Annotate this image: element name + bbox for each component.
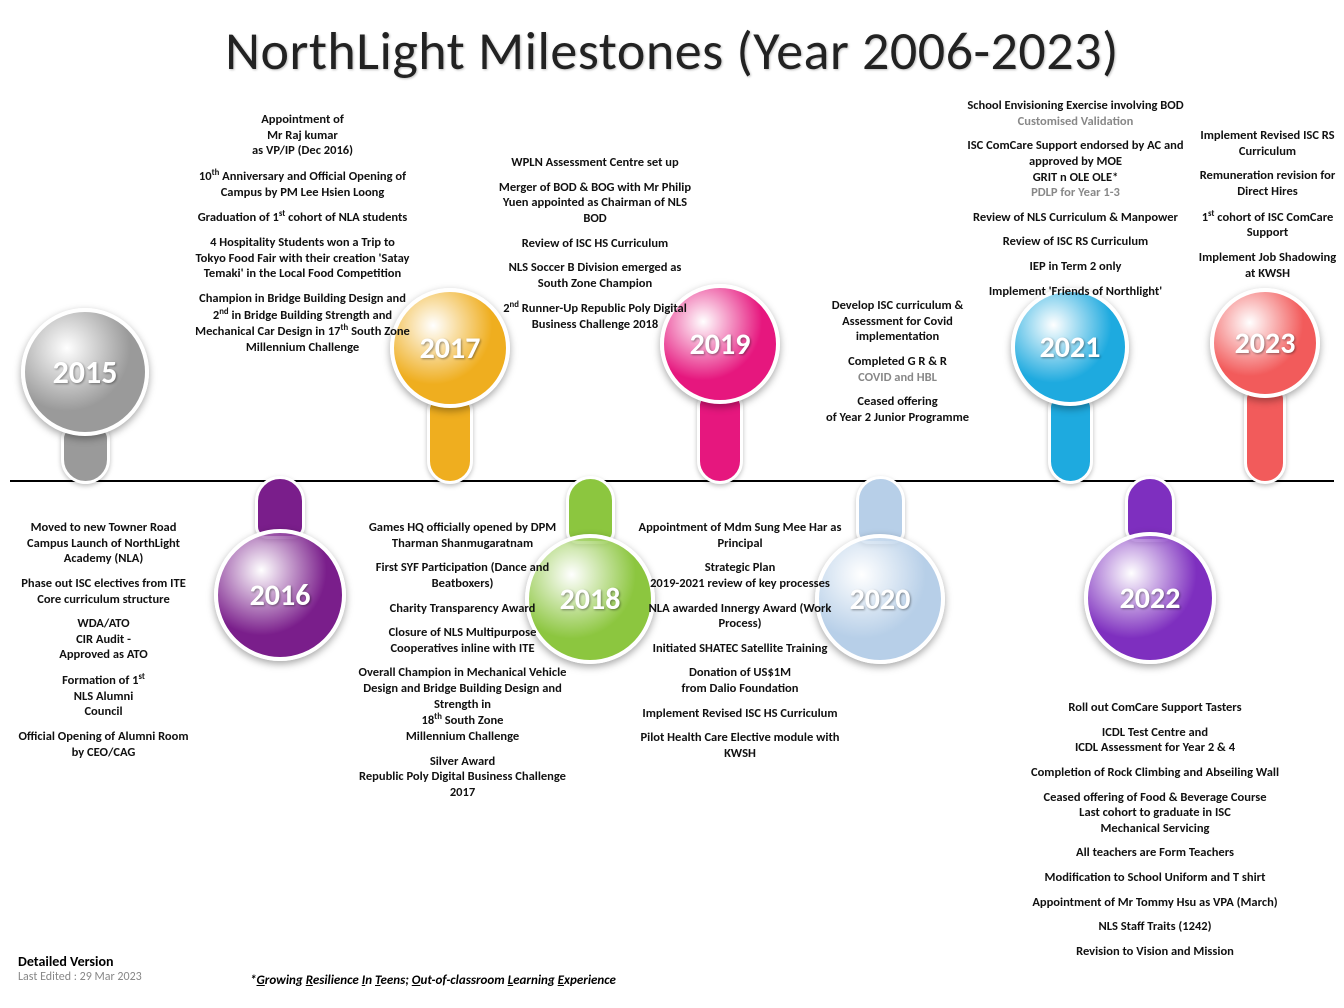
pin-neck <box>427 398 473 484</box>
milestone-item: Ceased offering of Food & Beverage Cours… <box>990 790 1320 837</box>
milestone-item: Roll out ComCare Support Tasters <box>990 700 1320 716</box>
milestone-item: 1st cohort of ISC ComCare Support <box>1195 209 1340 241</box>
footer-last-edited: Last Edited : 29 Mar 2023 <box>18 970 142 984</box>
milestone-item: Charity Transparency Award <box>355 601 570 617</box>
milestone-item: Remuneration revision for Direct Hires <box>1195 168 1340 199</box>
pin-neck <box>1048 396 1093 484</box>
milestone-item: Review of ISC HS Curriculum <box>495 236 695 252</box>
milestone-item: Appointment of Mdm Sung Mee Har as Princ… <box>635 520 845 551</box>
year-label: 2015 <box>53 353 118 392</box>
year-pin-2022: 2022 <box>1084 532 1216 664</box>
milestone-item: Champion in Bridge Building Design and 2… <box>195 291 410 356</box>
milestone-item: Games HQ officially opened by DPM Tharma… <box>355 520 570 551</box>
milestone-block-b2019_below: Appointment of Mdm Sung Mee Har as Princ… <box>635 520 845 771</box>
milestone-item: Implement Job Shadowing at KWSH <box>1195 250 1340 281</box>
milestone-item: Review of NLS Curriculum & Manpower <box>958 210 1193 226</box>
year-label: 2019 <box>690 326 751 363</box>
milestone-item: NLS Staff Traits (1242) <box>990 919 1320 935</box>
milestone-item: All teachers are Form Teachers <box>990 845 1320 861</box>
pin-neck <box>697 394 743 484</box>
milestone-item: WPLN Assessment Centre set up <box>495 155 695 171</box>
milestone-item: Formation of 1stNLS AlumniCouncil <box>16 672 191 720</box>
milestone-item: Completed G R & RCOVID and HBL <box>800 354 995 385</box>
milestone-item: Silver AwardRepublic Poly Digital Busine… <box>355 754 570 801</box>
year-pin-2023: 2023 <box>1210 288 1320 398</box>
milestone-item: Overall Champion in Mechanical Vehicle D… <box>355 665 570 744</box>
milestone-block-b2022_below: Roll out ComCare Support Tasters ICDL Tes… <box>990 700 1320 969</box>
year-label: 2020 <box>850 581 911 618</box>
year-label: 2022 <box>1120 580 1181 617</box>
milestone-item: School Envisioning Exercise involving BO… <box>958 98 1193 129</box>
milestone-item: Graduation of 1st cohort of NLA students <box>195 209 410 226</box>
year-label: 2023 <box>1235 325 1296 362</box>
milestone-item: Implement 'Friends of Northlight' <box>958 284 1193 300</box>
milestone-item: Pilot Health Care Elective module with K… <box>635 730 845 761</box>
milestone-item: Official Opening of Alumni Room by CEO/C… <box>16 729 191 760</box>
milestone-item: ICDL Test Centre andICDL Assessment for … <box>990 725 1320 756</box>
milestone-block-b2015_below: Moved to new Towner Road Campus Launch o… <box>16 520 191 769</box>
milestone-item: NLA awarded Innergy Award (Work Process) <box>635 601 845 632</box>
milestone-item: IEP in Term 2 only <box>958 259 1193 275</box>
milestone-block-b2023_above: Implement Revised ISC RS Curriculum Remun… <box>1195 128 1340 290</box>
milestone-item: Strategic Plan2019-2021 review of key pr… <box>635 560 845 591</box>
footer-note: *Growing Resilience In Teens; Out-of-cla… <box>250 973 616 988</box>
milestone-item: Revision to Vision and Mission <box>990 944 1320 960</box>
milestone-item: Implement Revised ISC RS Curriculum <box>1195 128 1340 159</box>
milestone-item: Completion of Rock Climbing and Abseilin… <box>990 765 1320 781</box>
milestone-item: Implement Revised ISC HS Curriculum <box>635 706 845 722</box>
milestone-item: 4 Hospitality Students won a Trip to Tok… <box>195 235 410 282</box>
milestone-item: Ceased offeringof Year 2 Junior Programm… <box>800 394 995 425</box>
milestone-item: Modification to School Uniform and T shi… <box>990 870 1320 886</box>
milestone-item: ISC ComCare Support endorsed by AC and a… <box>958 138 1193 201</box>
milestone-item: First SYF Participation (Dance and Beatb… <box>355 560 570 591</box>
milestone-item: NLS Soccer B Division emerged as South Z… <box>495 260 695 291</box>
milestone-item: Merger of BOD & BOG with Mr Philip Yuen … <box>495 180 695 227</box>
milestone-item: WDA/ATOCIR Audit -Approved as ATO <box>16 616 191 663</box>
year-pin-2016: 2016 <box>214 529 346 661</box>
milestone-block-b2017_below: Games HQ officially opened by DPM Tharma… <box>355 520 570 810</box>
milestone-item: Appointment of Mr Tommy Hsu as VPA (Marc… <box>990 895 1320 911</box>
year-label: 2021 <box>1040 329 1101 366</box>
milestone-item: Review of ISC RS Curriculum <box>958 234 1193 250</box>
milestone-item: Closure of NLS Multipurpose Cooperatives… <box>355 625 570 656</box>
milestone-block-b2021_above: School Envisioning Exercise involving BO… <box>958 98 1193 308</box>
milestone-block-b2020_above: Develop ISC curriculum & Assessment for … <box>800 298 995 434</box>
year-label: 2016 <box>250 577 311 614</box>
page-title: NorthLight Milestones (Year 2006-2023) <box>0 18 1344 84</box>
footer-detailed: Detailed Version <box>18 953 142 970</box>
milestone-item: Donation of US$1Mfrom Dalio Foundation <box>635 665 845 696</box>
pin-neck <box>1244 388 1286 484</box>
milestone-item: Moved to new Towner Road Campus Launch o… <box>16 520 191 567</box>
milestone-item: 2nd Runner-Up Republic Poly Digital Busi… <box>495 300 695 332</box>
milestone-item: Phase out ISC electives from ITE Core cu… <box>16 576 191 607</box>
year-pin-2015: 2015 <box>21 308 149 436</box>
footer-left: Detailed Version Last Edited : 29 Mar 20… <box>18 953 142 984</box>
milestone-item: Initiated SHATEC Satellite Training <box>635 641 845 657</box>
milestone-block-b2016_above: Appointment ofMr Raj kumaras VP/IP (Dec … <box>195 112 410 365</box>
milestone-item: 10th Anniversary and Official Opening of… <box>195 168 410 200</box>
year-label: 2017 <box>420 330 481 367</box>
milestone-item: Appointment ofMr Raj kumaras VP/IP (Dec … <box>195 112 410 159</box>
milestone-block-b2018_above: WPLN Assessment Centre set up Merger of B… <box>495 155 695 342</box>
